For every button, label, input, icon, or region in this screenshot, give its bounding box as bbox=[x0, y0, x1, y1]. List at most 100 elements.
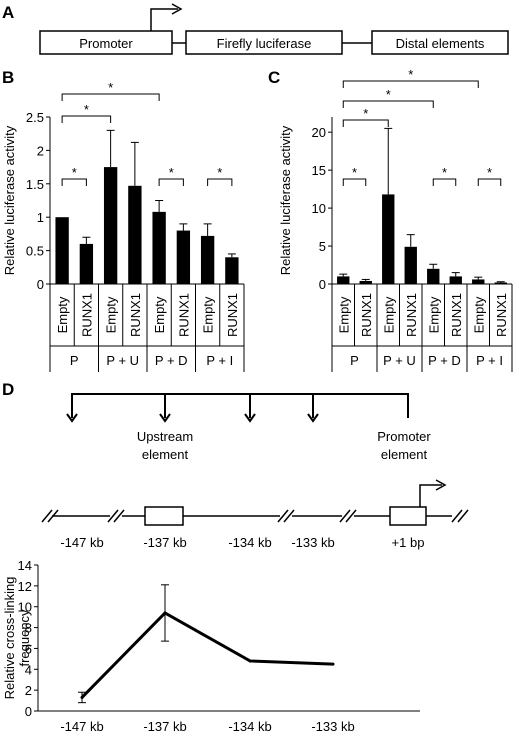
x-tick-label: -133 kb bbox=[311, 719, 354, 734]
luciferase-box-label: Firefly luciferase bbox=[217, 36, 312, 51]
x-tick-label: RUNX1 bbox=[225, 293, 240, 337]
y-tick-label: 0 bbox=[37, 277, 44, 292]
y-tick-label: 6 bbox=[25, 641, 32, 656]
bar bbox=[472, 279, 485, 284]
tss-arrow-a bbox=[150, 8, 178, 31]
bar bbox=[152, 211, 166, 284]
panel-label-b: B bbox=[2, 68, 14, 87]
significance-bracket bbox=[61, 93, 160, 101]
x-tick-label: Empty bbox=[471, 296, 486, 333]
distal-elements-box-label: Distal elements bbox=[396, 36, 485, 51]
arrowhead-134 bbox=[244, 413, 256, 423]
significance-bracket bbox=[432, 178, 457, 186]
arrowhead-137 bbox=[159, 413, 171, 423]
significance-star: * bbox=[487, 165, 492, 180]
bar bbox=[225, 257, 239, 284]
group-label: P + D bbox=[155, 353, 188, 368]
break-mark-2 bbox=[107, 509, 125, 523]
promoter-element-box bbox=[389, 506, 427, 526]
y-tick-label: 12 bbox=[18, 579, 32, 594]
x-tick-label: Empty bbox=[336, 296, 351, 333]
x-tick-label: Empty bbox=[201, 296, 216, 333]
break-mark-5 bbox=[451, 509, 469, 523]
y-axis-title: Relative luciferase activity bbox=[2, 125, 17, 275]
y-tick-label: 10 bbox=[18, 600, 32, 615]
promoter-element-label-2: element bbox=[381, 447, 428, 462]
y-axis-title: Relative luciferase activity bbox=[278, 125, 293, 275]
significance-star: * bbox=[169, 165, 174, 180]
significance-star: * bbox=[217, 165, 222, 180]
significance-bracket bbox=[61, 115, 112, 123]
bar bbox=[359, 280, 372, 284]
tss-arrow-d bbox=[419, 484, 442, 507]
bar bbox=[79, 243, 94, 284]
upstream-element-label-2: element bbox=[142, 447, 189, 462]
x-tick-label: RUNX1 bbox=[128, 293, 143, 337]
bar bbox=[404, 246, 417, 284]
arrowhead-147 bbox=[66, 413, 78, 423]
significance-bracket bbox=[342, 178, 367, 186]
series-line bbox=[80, 611, 334, 699]
tss-arrowhead-a bbox=[171, 3, 183, 15]
x-tick-label: -147 kb bbox=[60, 719, 103, 734]
x-tick-label: Empty bbox=[381, 296, 396, 333]
group-label: P + U bbox=[106, 353, 139, 368]
luciferase-box bbox=[185, 30, 343, 55]
y-tick-label: 1 bbox=[37, 210, 44, 225]
x-tick-label: RUNX1 bbox=[359, 293, 374, 337]
y-tick-label: 14 bbox=[18, 558, 32, 573]
y-tick-label: 2 bbox=[37, 143, 44, 158]
significance-star: * bbox=[442, 165, 447, 180]
y-tick-label: 0 bbox=[319, 277, 326, 292]
construct-diagram: Promoter Firefly luciferase Distal eleme… bbox=[39, 3, 509, 55]
significance-star: * bbox=[386, 87, 391, 102]
y-tick-label: 10 bbox=[312, 201, 326, 216]
significance-star: * bbox=[352, 165, 357, 180]
break-mark-1 bbox=[41, 509, 59, 523]
locus-diagram: -147 kb -137 kb -134 kb -133 kb +1 bp bbox=[41, 479, 469, 550]
chart-panel-b: 0 0.5 1 1.5 2 2.5 Relative luciferase activity… bbox=[2, 80, 245, 372]
y-tick-label: 0.5 bbox=[26, 244, 44, 259]
y-axis-title-line2: frequency bbox=[17, 609, 32, 667]
x-tick-label: RUNX1 bbox=[494, 293, 509, 337]
y-tick-label: 5 bbox=[319, 239, 326, 254]
y-tick-label: 1.5 bbox=[26, 177, 44, 192]
x-tick-label: Empty bbox=[55, 296, 70, 333]
x-tick-label: Empty bbox=[426, 296, 441, 333]
locus-position-137: -137 kb bbox=[143, 535, 186, 550]
significance-bracket bbox=[207, 178, 233, 186]
x-tick-label: RUNX1 bbox=[176, 293, 191, 337]
bar bbox=[176, 230, 191, 284]
significance-bracket bbox=[61, 178, 87, 186]
group-label: P + U bbox=[383, 353, 416, 368]
x-tick-label: RUNX1 bbox=[79, 293, 94, 337]
bar bbox=[382, 194, 395, 284]
y-tick-label: 15 bbox=[312, 163, 326, 178]
bar bbox=[427, 268, 440, 284]
panel-label-c: C bbox=[268, 68, 280, 87]
locus-position-147: -147 kb bbox=[60, 535, 103, 550]
y-tick-label: 4 bbox=[25, 662, 32, 677]
y-tick-label: 8 bbox=[25, 621, 32, 636]
group-label: P + I bbox=[476, 353, 503, 368]
y-tick-label: 20 bbox=[312, 125, 326, 140]
significance-bracket bbox=[342, 119, 389, 127]
significance-star: * bbox=[408, 67, 413, 82]
significance-bracket bbox=[342, 100, 434, 108]
x-tick-label: -134 kb bbox=[228, 719, 271, 734]
panel-label-a: A bbox=[2, 3, 14, 22]
bar bbox=[337, 276, 350, 284]
group-label: P + D bbox=[428, 353, 461, 368]
x-tick-label: Empty bbox=[104, 296, 119, 333]
promoter-box bbox=[39, 30, 173, 55]
distal-elements-box bbox=[371, 30, 509, 55]
y-tick-label: 2 bbox=[25, 683, 32, 698]
promoter-element-label-1: Promoter bbox=[377, 429, 431, 444]
y-tick-label: 0 bbox=[25, 704, 32, 719]
group-label: P bbox=[350, 353, 359, 368]
break-mark-3 bbox=[277, 509, 295, 523]
promoter-box-label: Promoter bbox=[79, 36, 133, 51]
significance-bracket bbox=[158, 178, 184, 186]
bar bbox=[103, 167, 118, 284]
